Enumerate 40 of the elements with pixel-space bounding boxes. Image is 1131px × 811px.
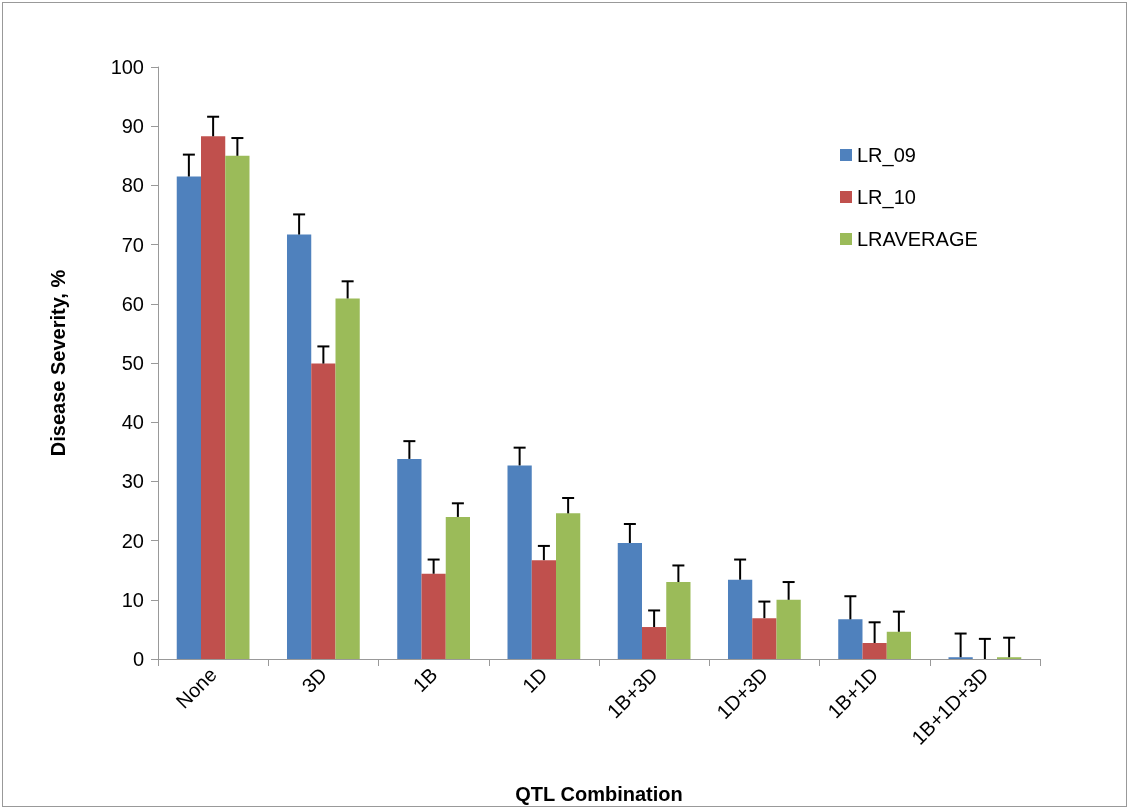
bar bbox=[886, 631, 912, 659]
bar bbox=[752, 618, 777, 659]
bar bbox=[286, 234, 312, 659]
bar bbox=[531, 560, 556, 659]
bar bbox=[397, 458, 422, 659]
y-tick-label: 50 bbox=[121, 352, 144, 374]
y-axis-title: Disease Severity, % bbox=[47, 269, 69, 457]
bar bbox=[642, 627, 667, 659]
x-axis-title: QTL Combination bbox=[515, 783, 683, 805]
bar bbox=[225, 155, 250, 659]
bar bbox=[776, 599, 801, 659]
y-tick-label: 60 bbox=[121, 292, 144, 315]
bar bbox=[666, 582, 691, 659]
legend-label: LR_10 bbox=[857, 186, 916, 209]
y-tick-label: 20 bbox=[121, 529, 144, 552]
y-tick-label: 10 bbox=[121, 588, 144, 611]
bar bbox=[727, 579, 753, 659]
legend-label: LRAVERAGE bbox=[857, 228, 978, 250]
bar bbox=[507, 465, 532, 659]
legend-label: LR_09 bbox=[857, 144, 916, 167]
bar bbox=[421, 573, 446, 659]
x-tick-label: 1B bbox=[408, 663, 442, 697]
bar bbox=[445, 516, 471, 659]
bar bbox=[556, 513, 581, 659]
bar bbox=[311, 363, 336, 659]
y-tick-label: 80 bbox=[121, 174, 144, 197]
y-tick-label: 0 bbox=[132, 648, 144, 670]
x-tick-label: 1D bbox=[518, 663, 552, 697]
y-tick-label: 100 bbox=[110, 56, 144, 78]
bar bbox=[838, 619, 863, 659]
bar bbox=[335, 298, 360, 659]
y-tick-label: 90 bbox=[121, 115, 144, 138]
bar bbox=[617, 542, 642, 659]
x-tick-label: 3D bbox=[297, 663, 332, 697]
bar bbox=[176, 176, 201, 659]
y-tick-label: 40 bbox=[121, 411, 144, 434]
y-tick-label: 70 bbox=[121, 233, 144, 256]
bar bbox=[201, 136, 226, 659]
y-tick-label: 30 bbox=[121, 470, 144, 493]
bar bbox=[862, 643, 887, 659]
